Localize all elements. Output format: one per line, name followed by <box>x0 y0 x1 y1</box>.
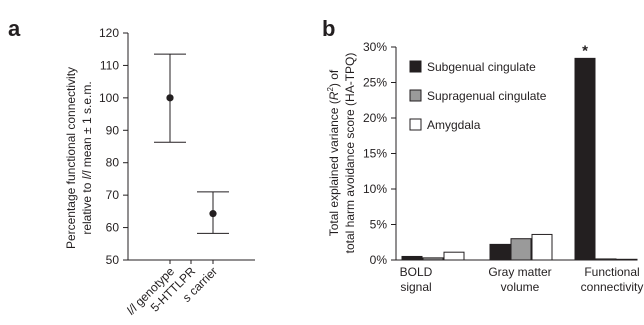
panel-a-mean-point <box>209 210 217 218</box>
panel-b-legend-swatch <box>409 89 422 102</box>
panel-b-xtick-label: connectivity <box>581 280 644 294</box>
panel-a-ytick-label: 90 <box>106 123 120 137</box>
panel-a-ytick-label: 80 <box>106 156 120 170</box>
panel-b-bar-0-2 <box>574 57 596 261</box>
panel-b-ytick-label: 5% <box>370 218 388 232</box>
panel-b-significance-star: * <box>582 42 588 59</box>
panel-b-bar-2-2 <box>616 258 638 261</box>
panel-a-ytick-label: 110 <box>100 58 119 72</box>
panel-b-ylabel: Total explained variance (R2) of total h… <box>326 53 357 254</box>
panel-b-bar-2-0 <box>443 251 465 261</box>
panel-b-bar-1-2 <box>595 258 617 261</box>
panel-b-legend-label: Subgenual cingulate <box>427 60 536 74</box>
panel-b-xtick-label: Functional <box>584 265 639 279</box>
panel-b-ytick-label: 30% <box>363 40 387 54</box>
panel-a-ylabel: Percentage functional connectivity relat… <box>64 67 94 249</box>
panel-b-ylabel-line1: Total explained variance (R2) of <box>326 69 341 236</box>
panel-a-ytick-label: 120 <box>99 26 119 40</box>
panel-a-ylabel-line2: relative to l/l mean ± 1 s.e.m. <box>80 81 94 234</box>
panel-b-ylabel-line2: total harm avoidance score (HA-TPQ) <box>343 53 357 254</box>
panel-b-ytick-label: 20% <box>363 111 387 125</box>
panel-a-ytick-label: 50 <box>106 253 120 267</box>
panel-b-bar-0-1 <box>489 243 511 261</box>
panel-b-ytick-label: 15% <box>363 147 387 161</box>
panel-a-label: a <box>8 16 21 41</box>
panel-b-bar-2-1 <box>531 233 553 261</box>
panel-b-ytick-label: 0% <box>370 253 388 267</box>
panel-a-ylabel-line1: Percentage functional connectivity <box>64 67 78 249</box>
panel-b-legend-swatch <box>409 118 422 131</box>
panel-b-xtick-label: volume <box>501 280 540 294</box>
panel-b-xtick-label: BOLD <box>400 265 433 279</box>
panel-b-legend-swatch <box>409 60 422 73</box>
panel-b-label: b <box>322 16 335 41</box>
panel-b-xtick-label: signal <box>400 280 431 294</box>
panel-a-ytick-label: 60 <box>106 221 120 235</box>
panel-a-mean-point <box>166 94 174 102</box>
panel-b-bar-1-1 <box>510 238 532 261</box>
panel-b-ytick-label: 10% <box>363 182 387 196</box>
panel-a-ytick-label: 100 <box>99 91 119 105</box>
panel-b-bar-1-0 <box>422 257 444 261</box>
panel-b-ytick-label: 25% <box>363 76 387 90</box>
panel-b-bar-0-0 <box>401 255 423 261</box>
panel-b-xtick-label: Gray matter <box>488 265 551 279</box>
panel-b-legend-label: Amygdala <box>427 118 481 132</box>
panel-b-legend-label: Supragenual cingulate <box>427 89 547 103</box>
panel-a-ytick-label: 70 <box>106 188 120 202</box>
